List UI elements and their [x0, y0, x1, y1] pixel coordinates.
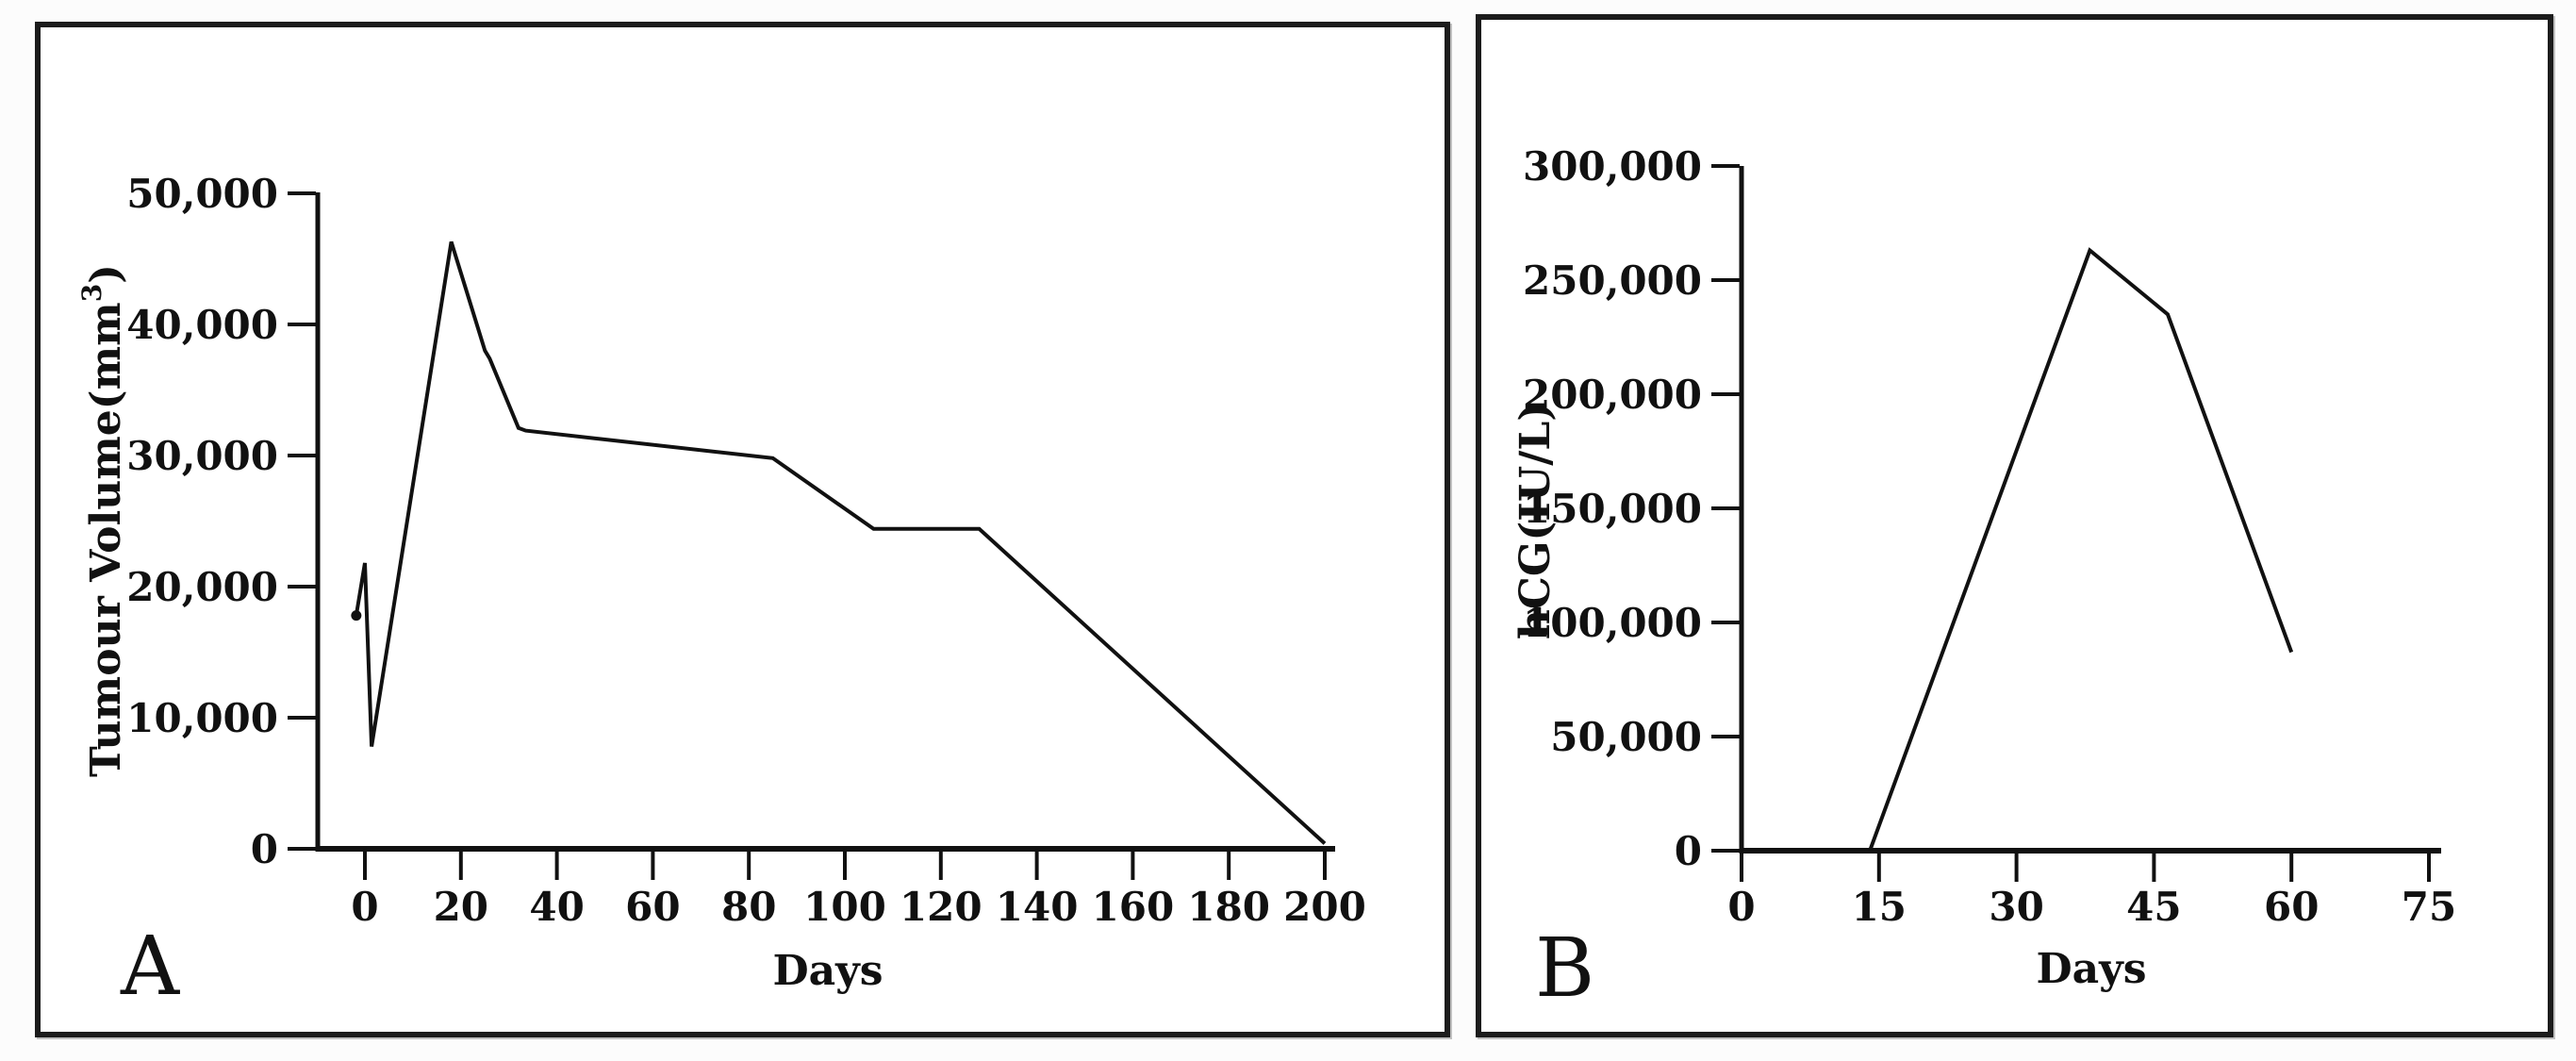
x-tick-label: 140 [996, 884, 1079, 930]
panel-letter-a: A [121, 920, 180, 1014]
x-tick-label: 40 [529, 884, 584, 930]
y-tick-label: 30,000 [126, 433, 278, 479]
y-tick-label: 100,000 [1523, 600, 1702, 646]
y-tick-label: 300,000 [1523, 143, 1702, 190]
y-tick-label: 250,000 [1523, 257, 1702, 304]
x-tick-label: 45 [2126, 884, 2181, 930]
y-tick-label: 200,000 [1523, 372, 1702, 418]
y-tick-label: 10,000 [126, 695, 278, 741]
y-axis-label: Tumour Volume(mm3) [76, 264, 130, 777]
panel-a-frame [35, 22, 1450, 1037]
y-tick-label: 0 [1675, 828, 1702, 874]
y-tick-label: 40,000 [126, 302, 278, 348]
y-tick-label: 50,000 [1550, 714, 1702, 760]
y-tick-label: 150,000 [1523, 486, 1702, 532]
x-tick-label: 180 [1187, 884, 1270, 930]
y-tick-label: 20,000 [126, 564, 278, 610]
x-tick-label: 15 [1852, 884, 1907, 930]
x-tick-label: 20 [434, 884, 488, 930]
x-tick-label: 60 [625, 884, 680, 930]
x-tick-label: 75 [2402, 884, 2456, 930]
y-tick-label: 50,000 [126, 171, 278, 217]
x-tick-label: 160 [1092, 884, 1175, 930]
y-axis-label: hCG(IU/L) [1511, 402, 1560, 639]
x-axis-label: Days [772, 947, 883, 995]
y-tick-label: 0 [251, 826, 278, 872]
x-tick-label: 200 [1283, 884, 1366, 930]
series-line-A [354, 240, 1327, 845]
chart-A: 0 20 40 60 80 100 120 140 160 180 200 0 10,000 20,000… [76, 171, 1366, 995]
x-tick-label: 120 [900, 884, 983, 930]
series-start-marker [351, 610, 362, 622]
x-tick-label: 100 [803, 884, 886, 930]
x-tick-label: 0 [1727, 884, 1755, 930]
series-line-B [1868, 247, 2294, 852]
x-tick-label: 60 [2264, 884, 2319, 930]
x-axis-label: Days [2036, 945, 2146, 993]
x-tick-label: 80 [721, 884, 776, 930]
x-tick-label: 30 [1989, 884, 2043, 930]
panel-b-frame [1476, 14, 2553, 1037]
panel-letter-b: B [1535, 921, 1595, 1016]
x-tick-label: 0 [351, 884, 378, 930]
chart-B: 0 15 30 45 60 75 0 50,000 100,000 150,000 200,000 2… [1511, 143, 2456, 993]
